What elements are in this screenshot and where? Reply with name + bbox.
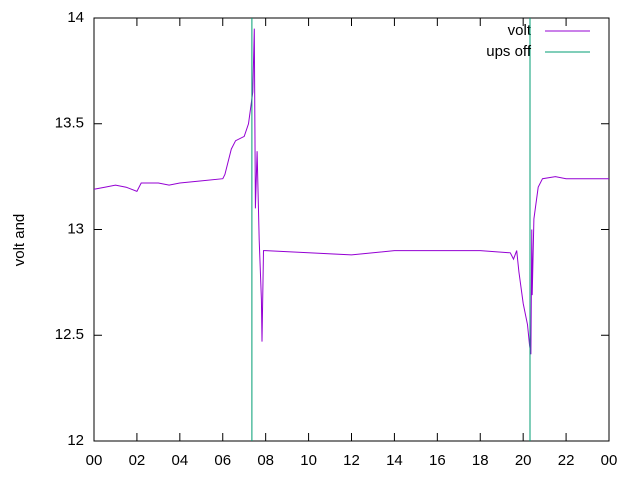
x-tick-label: 02 [129,452,146,469]
y-tick-label: 12 [67,432,84,449]
y-tick-label: 14 [67,9,84,26]
x-tick-label: 14 [386,452,403,469]
x-tick-label: 04 [171,452,188,469]
y-tick-label: 13 [67,220,84,237]
series-line [93,28,609,355]
x-tick-label: 08 [257,452,274,469]
legend-label: ups off [486,43,532,60]
y-tick-label: 12.5 [55,326,84,343]
y-axis-label: volt and [11,214,28,267]
x-tick-label: 06 [214,452,231,469]
series-line [251,18,531,441]
x-tick-label: 16 [429,452,446,469]
x-tick-label: 20 [515,452,532,469]
x-tick-label: 00 [601,452,618,469]
x-tick-label: 10 [300,452,317,469]
y-tick-label: 13.5 [55,115,84,132]
x-tick-label: 18 [472,452,489,469]
x-tick-label: 12 [343,452,360,469]
x-tick-label: 00 [86,452,103,469]
x-tick-label: 22 [558,452,575,469]
legend-label: volt [508,22,532,39]
